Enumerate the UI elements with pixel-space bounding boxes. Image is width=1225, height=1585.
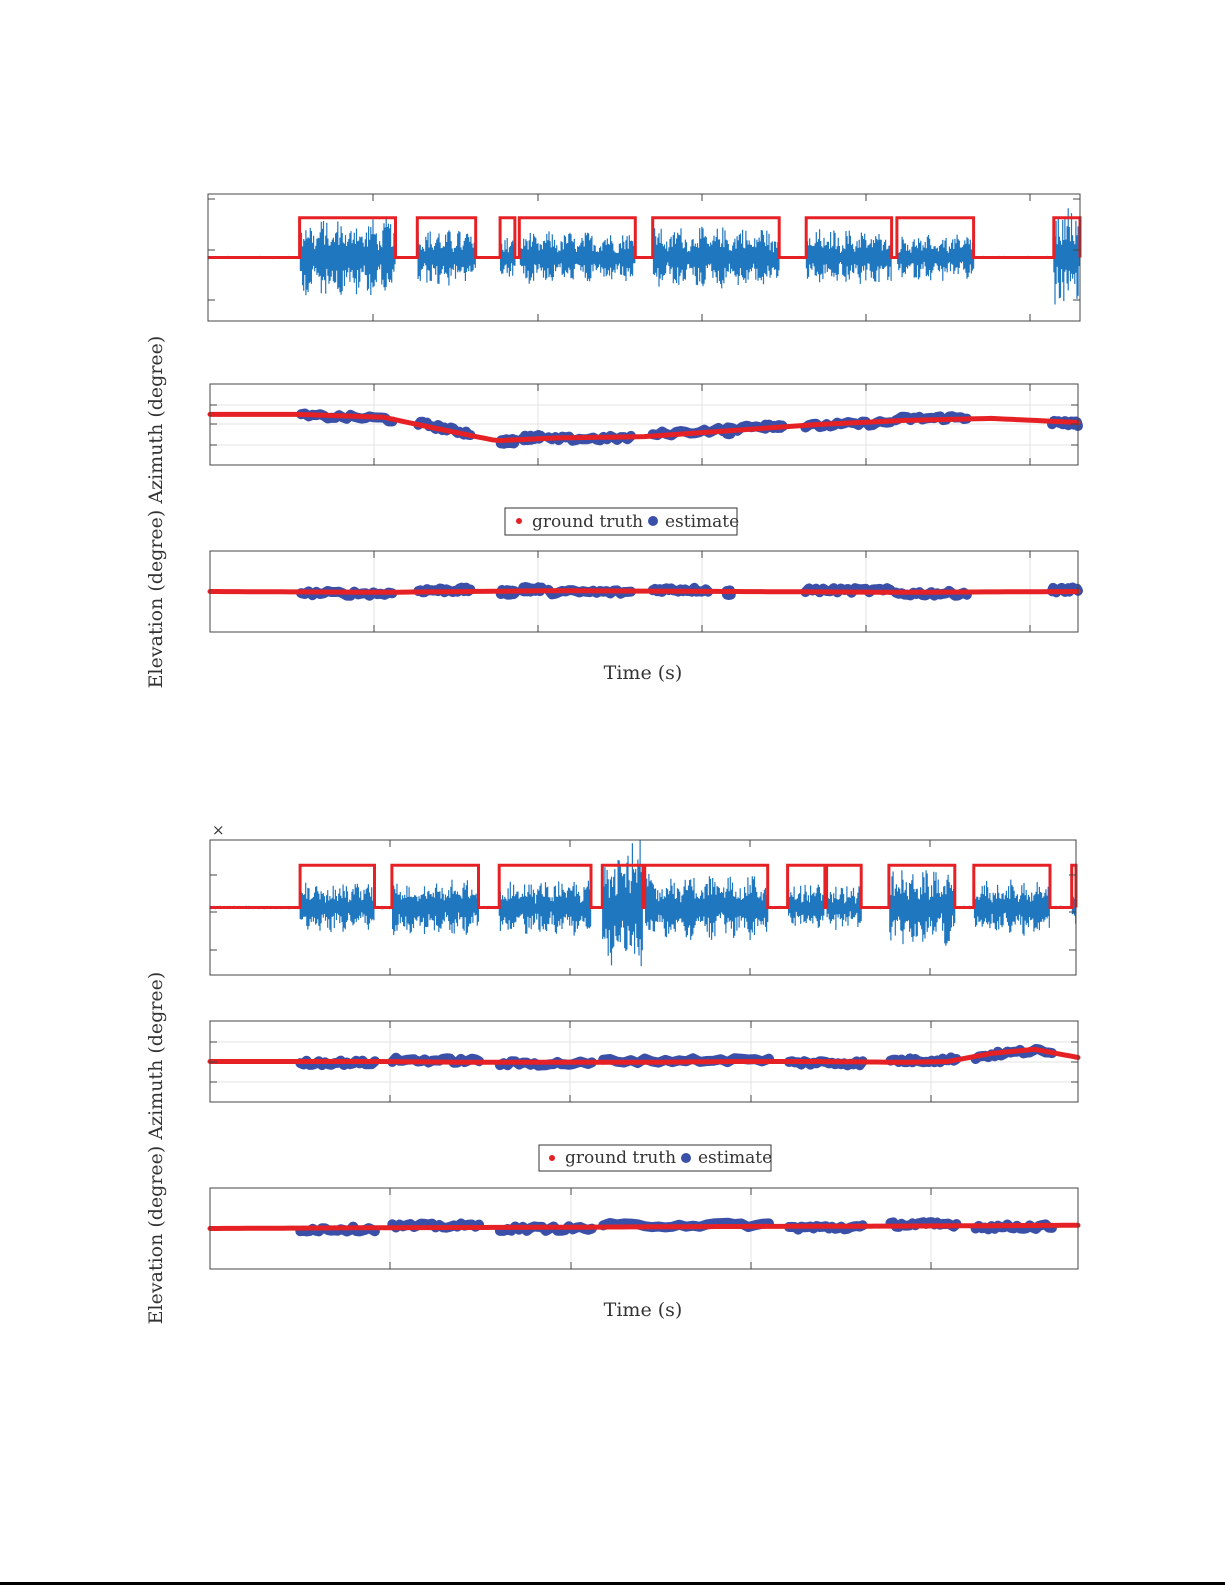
page-bottom-rule	[0, 1582, 1225, 1585]
elevation-2-ground-truth-series	[207, 1222, 1081, 1231]
exponent-mark-2: ×	[212, 821, 225, 839]
waveform-2-axes-box	[209, 839, 1077, 976]
legend-ground-truth-marker-1	[516, 518, 522, 524]
x-axis-label-1: Time (s)	[604, 662, 683, 684]
y-axis-label-1: Elevation (degree) Azimuth (degree)	[145, 336, 167, 689]
legend-estimate-label-1: estimate	[665, 512, 739, 532]
legend-ground-truth-marker-2	[549, 1155, 555, 1161]
legend-box-2	[538, 1144, 772, 1172]
elevation-1-ground-truth-series	[207, 588, 1081, 595]
waveform-2-voice-activity-series	[210, 863, 1078, 909]
x-axis-label-2: Time (s)	[604, 1299, 683, 1321]
legend-estimate-marker-2	[681, 1153, 691, 1163]
azimuth-1-ground-truth-series	[207, 411, 1081, 444]
waveform-1-voice-activity-series	[208, 216, 1082, 259]
legend-ground-truth-label-2: ground truth	[565, 1148, 676, 1168]
legend-ground-truth-label-1: ground truth	[532, 512, 643, 532]
elevation-1-axes-box	[209, 550, 1079, 633]
legend-estimate-marker-1	[648, 516, 658, 526]
elevation-2-axes-box	[209, 1187, 1079, 1270]
azimuth-2-ground-truth-series	[207, 1046, 1081, 1065]
legend-box-1	[504, 507, 738, 536]
waveform-1-axes-box	[207, 193, 1081, 322]
legend-estimate-label-2: estimate	[698, 1148, 772, 1168]
y-axis-label-2: Elevation (degree) Azimuth (degree)	[145, 972, 167, 1325]
